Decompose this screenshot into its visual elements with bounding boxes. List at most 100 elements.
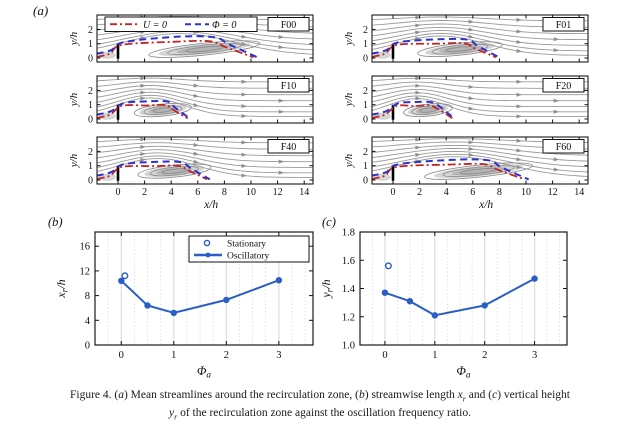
streamline-arrow: [553, 157, 560, 162]
streamline-arrow: [516, 79, 523, 84]
panel-a-label: (a): [33, 3, 49, 18]
streamline-arrow: [278, 45, 285, 50]
streamline-arrow: [415, 153, 421, 157]
panel-frame: [94, 231, 314, 346]
marker-stationary: [384, 262, 392, 270]
phi0-contour-line: [372, 37, 500, 59]
y-axis-label: y/h: [343, 31, 355, 46]
streamline: [97, 149, 313, 163]
ylabel-var: y: [320, 292, 333, 299]
recirculation-shade: [373, 51, 391, 59]
recirculation-shade: [148, 106, 177, 114]
x-tick-label: 6: [195, 187, 200, 198]
marker-oscillatory: [223, 296, 230, 304]
y-tick-label: 0: [85, 341, 90, 352]
recirculation-shade: [439, 45, 482, 54]
streamline-arrow: [241, 114, 248, 119]
streamline-arrow: [553, 48, 560, 53]
recirculation-shade: [451, 166, 506, 176]
streamline-arrow: [468, 19, 475, 24]
streamline-arrow: [193, 159, 200, 164]
phi0-contour-line: [97, 35, 259, 59]
streamline-arrow: [140, 96, 146, 101]
marker-oscillatory: [275, 277, 283, 284]
legend-label-u0: U = 0: [143, 20, 167, 31]
x-axis-label: x/h: [203, 199, 218, 211]
caption-segment: Figure 4. (: [69, 389, 119, 401]
streamline-arrow: [468, 106, 475, 111]
streamline: [97, 91, 313, 107]
recirculation-loop: [403, 103, 453, 118]
x-axis-label: x/h: [478, 199, 493, 211]
figure-caption: Figure 4. (a) Mean streamlines around th…: [0, 388, 640, 425]
u0-contour-line: [97, 164, 208, 181]
y-tick-label: 2: [363, 25, 368, 36]
streamline-arrow: [516, 138, 523, 143]
streamline-arrow: [140, 83, 146, 88]
y-tick-label: 1: [363, 39, 368, 50]
streamline-arrow: [553, 98, 560, 103]
streamline-arrow: [415, 30, 421, 35]
streamline-arrow: [241, 92, 248, 97]
streamline-arrow: [241, 41, 248, 46]
streamline-arrow: [415, 137, 421, 142]
y-tick-label: 16: [80, 242, 91, 253]
x-tick-label: 0: [391, 187, 396, 198]
caption-segment: r: [174, 412, 178, 422]
caption-segment: ) vertical height: [497, 389, 571, 401]
streamline: [97, 97, 313, 117]
recirculation-shade: [156, 167, 193, 175]
y-axis-label: y/h: [68, 31, 80, 46]
streamline-arrow: [278, 159, 285, 164]
streamline: [97, 145, 313, 157]
y-tick-label: 1.0: [342, 341, 355, 352]
y-tick-label: 2: [88, 25, 93, 36]
y-tick-label: 0: [88, 176, 93, 187]
streamline-arrow: [241, 79, 248, 84]
streamline-arrow: [553, 167, 560, 172]
streamline-arrow: [278, 170, 285, 175]
streamline-arrow: [516, 17, 523, 22]
caption-segment: ) streamwise length: [364, 389, 458, 401]
x-tick-label: 1: [432, 350, 437, 361]
recirculation-loop: [419, 107, 437, 113]
streamline-arrow: [516, 148, 523, 153]
caption-segment: of the recirculation zone against the os…: [177, 407, 471, 420]
streamline: [372, 33, 588, 52]
streamline: [372, 151, 588, 168]
caption-segment: c: [492, 389, 498, 401]
recirculation-shade: [373, 112, 391, 120]
streamline-arrow: [241, 152, 248, 157]
marker-oscillatory: [118, 277, 125, 284]
streamline-arrow: [193, 151, 200, 156]
y-tick-label: 1.8: [342, 228, 355, 239]
y-axis-label: yr/h: [320, 279, 335, 298]
panel-frame: [371, 136, 589, 185]
panel-label: (c): [322, 215, 336, 229]
legend-marker-stationary: [203, 239, 211, 247]
recirculation-loop: [149, 165, 199, 177]
streamline: [372, 88, 588, 102]
y-tick-label: 2: [363, 147, 368, 158]
y-tick-label: 4: [85, 316, 91, 327]
x-tick-label: 0: [382, 350, 387, 361]
y-tick-label: 0: [363, 176, 368, 187]
ylabel-sub: r: [325, 288, 335, 292]
x-tick-label: 14: [574, 187, 584, 198]
plot-bg: [360, 232, 567, 345]
recirculation-loop: [161, 168, 188, 174]
panel-tag-box: [542, 78, 585, 93]
panel-tag-label: F60: [556, 142, 572, 153]
u0-contour-line: [97, 39, 254, 59]
panel-frame: [96, 75, 314, 124]
panel-c-chart: 0 1 2 3 1.0 1.2 1.4 1.6 1.8 yr/h Φa (c): [320, 215, 568, 381]
streamline: [372, 85, 588, 96]
streamline: [372, 153, 588, 173]
x-tick-label: 4: [169, 187, 174, 198]
recirculation-loop: [148, 40, 261, 58]
panel-b-chart: 0 1 2 30481216xr/hΦa(b)StationaryOscillator…: [48, 215, 314, 381]
streamline-arrow: [278, 34, 285, 39]
marker-oscillatory: [170, 309, 177, 317]
ylabel-rest: /h: [54, 279, 68, 289]
